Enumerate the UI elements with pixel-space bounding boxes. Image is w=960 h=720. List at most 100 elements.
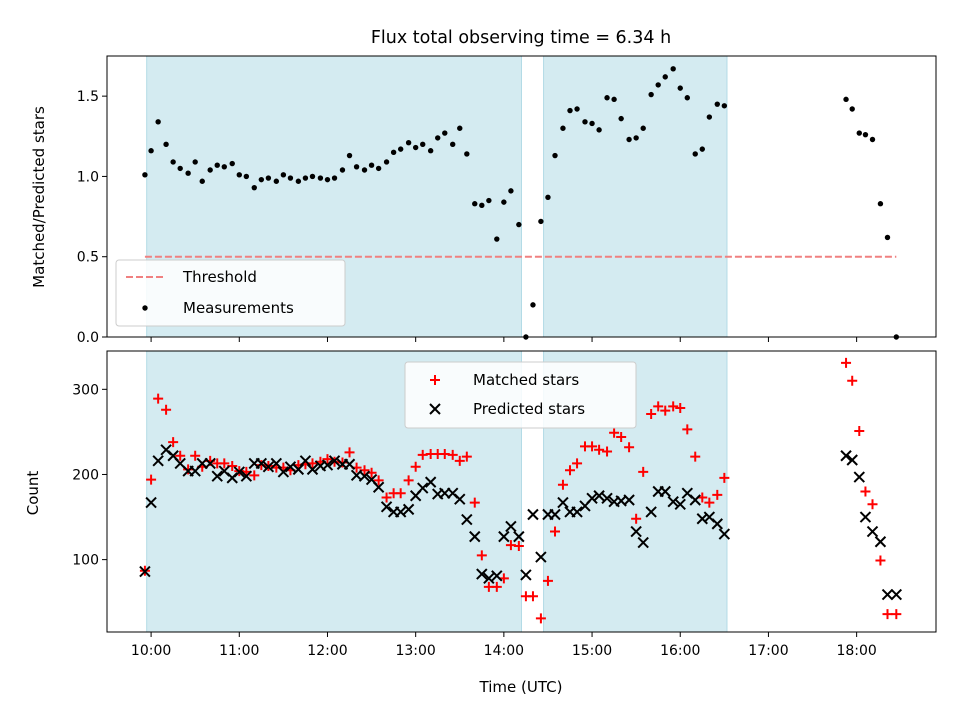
ratio-measurements-point	[185, 170, 191, 176]
count-matched-stars-point	[841, 357, 852, 368]
count-y-tick-label: 100	[72, 553, 99, 569]
count-predicted-stars-point	[321, 459, 334, 471]
ratio-measurements-point	[442, 130, 448, 136]
count-predicted-stars-point	[513, 530, 525, 543]
count-matched-stars-point	[860, 486, 871, 497]
ratio-measurements-point	[464, 151, 470, 157]
count-predicted-stars-point	[520, 569, 532, 581]
count-matched-stars-point	[660, 405, 671, 416]
count-predicted-stars-point	[853, 471, 865, 483]
ratio-measurements-point	[214, 162, 220, 168]
ratio-axes-frame	[106, 55, 937, 338]
count-axes-frame	[106, 350, 937, 633]
count-matched-stars-point	[454, 455, 465, 466]
legend-matched-label: Matched stars	[473, 371, 579, 389]
ratio-measurements-point	[435, 135, 441, 141]
count-predicted-stars-point	[491, 570, 503, 582]
ratio-measurements-point	[582, 119, 588, 125]
count-matched-stars-point	[847, 375, 858, 386]
count-predicted-stars-point	[211, 470, 223, 482]
count-matched-stars-point	[410, 461, 421, 472]
count-matched-stars-point	[190, 450, 201, 461]
count-predicted-stars-point	[372, 481, 385, 493]
ratio-measurements-point	[273, 178, 280, 184]
ratio-measurements-point	[501, 199, 507, 205]
count-matched-stars-point	[854, 426, 865, 437]
ratio-measurements-point	[869, 136, 876, 143]
ratio-measurements-point	[530, 302, 536, 308]
count-predicted-stars-point	[645, 506, 657, 518]
count-predicted-stars-point	[557, 496, 569, 509]
ratio-measurements-point	[177, 165, 183, 172]
ratio-legend: Threshold Measurements	[115, 259, 346, 327]
count-matched-stars-point	[535, 613, 546, 624]
ratio-measurements-point	[670, 66, 676, 72]
ratio-panel: 0.0 0.5 1.0 1.5 Threshold Measurements	[77, 55, 937, 346]
count-matched-stars-point	[344, 447, 355, 458]
count-predicted-stars-point	[601, 492, 613, 505]
y-axis-label-ratio: Matched/Predicted stars	[30, 106, 48, 288]
count-matched-stars-point	[153, 393, 164, 404]
count-matched-stars-point	[882, 609, 893, 620]
count-matched-stars-point	[631, 513, 642, 524]
ratio-y-tick-label: 1.0	[77, 169, 99, 185]
ratio-measurements-point	[412, 144, 419, 151]
count-predicted-stars-point	[637, 536, 649, 549]
count-matched-stars-point	[175, 450, 186, 461]
ratio-measurements-point	[706, 114, 713, 120]
ratio-measurements-point	[843, 96, 849, 103]
count-predicted-stars-point	[527, 508, 539, 521]
ratio-measurements-point	[692, 151, 698, 157]
ratio-measurements-point	[648, 91, 654, 98]
count-predicted-stars-point	[711, 518, 723, 530]
legend-measurements-swatch	[142, 305, 148, 311]
ratio-measurements-point	[375, 165, 382, 172]
count-y-tick-label: 300	[72, 382, 99, 398]
count-matched-stars-point	[609, 427, 620, 438]
ratio-y-tick-label: 1.5	[77, 89, 99, 105]
count-predicted-stars-point	[674, 498, 686, 510]
count-predicted-stars-point	[343, 458, 356, 470]
ratio-measurements-point	[849, 106, 855, 112]
ratio-measurements-point	[346, 152, 353, 159]
count-matched-stars-point	[594, 444, 605, 455]
x-tick-label: 14:00	[484, 643, 524, 659]
count-predicted-stars-point	[571, 506, 583, 518]
count-predicted-stars-point	[233, 466, 245, 478]
ratio-measurements-point	[390, 149, 397, 156]
ratio-measurements-point	[243, 173, 250, 180]
ratio-measurements-point	[295, 178, 302, 184]
ratio-measurements-point	[207, 167, 213, 173]
ratio-measurements-point	[633, 135, 639, 141]
count-predicted-stars-point	[623, 494, 635, 506]
count-matched-stars-point	[542, 575, 553, 586]
count-predicted-stars-point	[424, 476, 437, 488]
count-predicted-stars-point	[498, 530, 510, 543]
count-predicted-stars-point	[890, 588, 903, 601]
x-tick-label: 11:00	[219, 643, 259, 659]
ratio-measurements-point	[405, 140, 412, 146]
legend-predicted-label: Predicted stars	[473, 400, 585, 418]
count-matched-stars-point	[403, 475, 414, 486]
count-predicted-stars-point	[394, 506, 407, 518]
ratio-y-tick-label: 0.0	[77, 330, 99, 346]
count-matched-stars-point	[587, 441, 598, 452]
count-predicted-stars-point	[358, 470, 371, 482]
x-tick-label: 15:00	[572, 643, 612, 659]
count-predicted-stars-point	[454, 493, 466, 505]
count-predicted-stars-point	[718, 528, 731, 540]
count-predicted-stars-point	[328, 455, 341, 467]
ratio-measurements-point	[677, 85, 683, 91]
ratio-measurements-point	[397, 146, 404, 152]
count-predicted-stars-point	[145, 496, 157, 509]
ratio-measurements-point	[251, 184, 257, 191]
count-matched-stars-point	[704, 497, 715, 508]
ratio-measurements-point	[258, 176, 265, 183]
y-axis-label-count: Count	[24, 471, 42, 516]
ratio-measurements-point	[640, 125, 646, 131]
count-predicted-stars-point	[689, 494, 701, 506]
count-predicted-stars-point	[874, 536, 887, 548]
ratio-measurements-point	[626, 136, 632, 143]
count-matched-stars-point	[527, 591, 538, 602]
